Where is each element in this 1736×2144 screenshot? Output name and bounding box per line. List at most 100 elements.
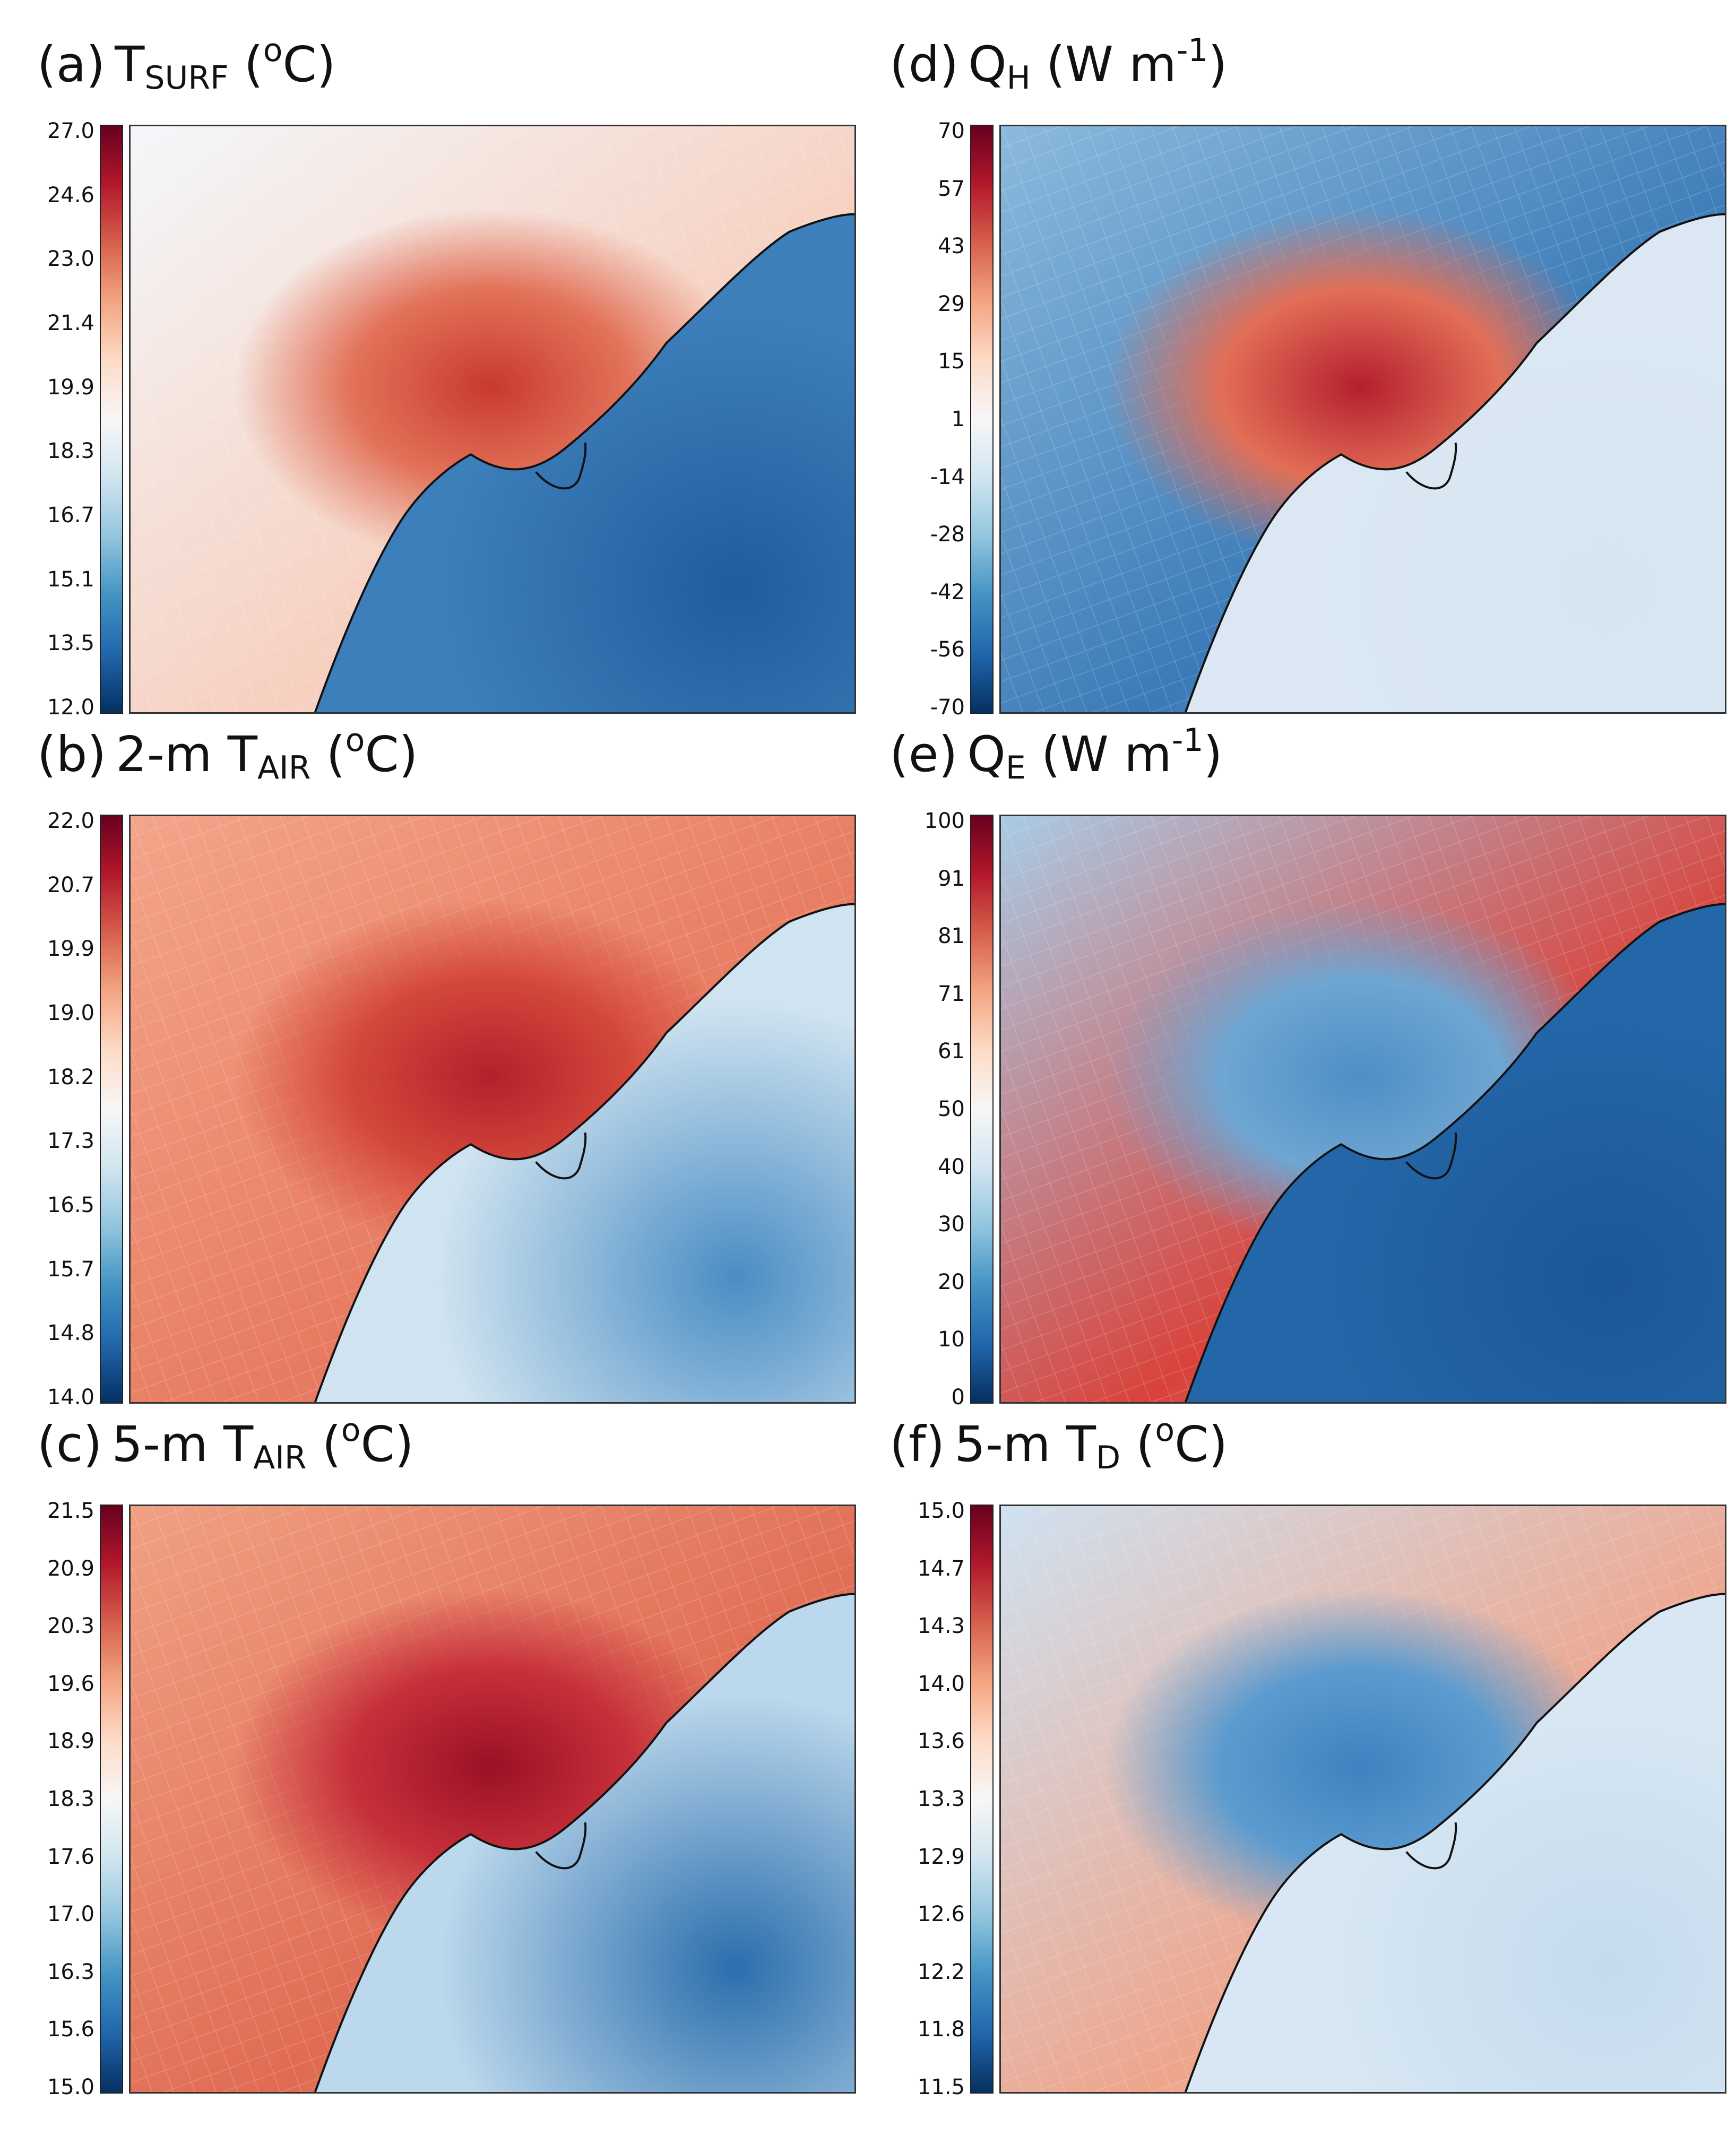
colorbar-tick-label: -42 [930,580,965,604]
toronto-islands [535,442,587,490]
colorbar-tick-label: 100 [924,809,965,833]
map-panel-b: (b) 2-m TAIR (oC) 22.0 20.7 19.9 19.0 18.2 17.… [0,711,866,1454]
lake-ontario [1185,904,1725,1402]
colorbar-tick-label: 17.3 [47,1129,94,1154]
toronto-islands [535,1132,587,1180]
colorbar-tick-label: 1 [951,407,965,431]
panel-title: (d) QH (W m-1) [889,21,1227,107]
coastline [314,213,854,712]
colorbar-tick-label: 0 [951,1385,965,1410]
map-panel-a: (a) TSURF (oC) 27.0 24.6 23.0 21.4 19.9 18.3 16… [0,21,866,764]
unit-open: ( [228,36,263,93]
colorbar-tick-label: 21.5 [47,1499,94,1523]
variable-prefix: 5-m [111,1416,223,1473]
colorbar-tick-label: 15.7 [47,1257,94,1282]
variable-prefix: 2-m [116,726,228,783]
colorbar-tick-label: 22.0 [47,809,94,833]
colorbar-ticks: 70 57 43 29 15 1 -14 -28 -42 -56 -70 [870,120,965,718]
colorbar-tick-label: 43 [938,234,965,259]
colorbar-tick-label: 12.0 [47,695,94,720]
colorbar [100,815,123,1404]
colorbar-tick-label: 20 [938,1269,965,1294]
variable-subscript: D [1095,1439,1121,1476]
colorbar-tick-label: 27.0 [47,119,94,143]
colorbar-tick-label: 14.3 [917,1614,965,1639]
colorbar-tick-label: 11.5 [917,2075,965,2099]
variable-symbol: T [227,726,257,783]
panel-letter: (a) [37,36,106,93]
colorbar-tick-label: 13.3 [917,1787,965,1811]
colorbar-tick-label: 14.0 [47,1385,94,1410]
variable-symbol: Q [968,36,1007,93]
map-image [129,815,856,1404]
colorbar [970,815,994,1404]
unit-open: (W m [1025,726,1172,783]
coastline [1184,1593,1725,2092]
lake-ontario [315,214,854,712]
unit-close: C) [365,726,418,783]
colorbar-tick-label: 61 [938,1039,965,1064]
variable-symbol: T [223,1416,254,1473]
colorbar-tick-label: 13.5 [47,631,94,656]
colorbar-tick-label: 16.7 [47,503,94,528]
colorbar-tick-label: 30 [938,1212,965,1237]
coastline [314,1593,854,2092]
colorbar-tick-label: 18.3 [47,439,94,464]
colorbar [100,125,123,714]
colorbar-tick-label: 18.2 [47,1065,94,1090]
colorbar-tick-label: 14.0 [917,1671,965,1696]
colorbar-tick-label: 71 [938,981,965,1006]
colorbar-ticks: 100 91 81 71 61 50 40 30 20 10 0 [870,810,965,1408]
variable-prefix: 5-m [954,1416,1066,1473]
variable-symbol: Q [967,726,1006,783]
map-panel-f: (f) 5-m TD (oC) 15.0 14.7 14.3 14.0 13.6 13.3 1… [870,1401,1736,2144]
unit-open: ( [1120,1416,1155,1473]
map-panel-d: (d) QH (W m-1) 70 57 43 29 15 1 -14 -28 -42 -56 -70 [870,21,1736,764]
colorbar-tick-label: 18.3 [47,1787,94,1811]
colorbar-tick-label: 29 [938,291,965,316]
lake-ontario [315,1594,854,2092]
panel-title: (b) 2-m TAIR (oC) [37,711,418,797]
unit-open: (W m [1030,36,1177,93]
map-image [999,125,1726,714]
colorbar-tick-label: 19.9 [47,375,94,400]
colorbar-tick-label: 20.3 [47,1614,94,1639]
variable-subscript: E [1005,749,1026,786]
colorbar-tick-label: 15.6 [47,2017,94,2042]
variable-subscript: AIR [253,1439,307,1476]
colorbar-tick-label: 12.2 [917,1959,965,1984]
variable-subscript: SURF [144,59,229,97]
colorbar-tick-label: 13.6 [917,1729,965,1754]
colorbar-tick-label: 16.3 [47,1959,94,1984]
unit-close: C) [1174,1416,1228,1473]
colorbar-tick-label: 81 [938,924,965,949]
toronto-islands [1405,1822,1457,1870]
colorbar-tick-label: 10 [938,1327,965,1352]
variable-symbol: T [115,36,145,93]
colorbar-tick-label: 14.7 [917,1556,965,1581]
unit-open: ( [310,726,346,783]
map-panel-c: (c) 5-m TAIR (oC) 21.5 20.9 20.3 19.6 18.9 18.… [0,1401,866,2144]
colorbar-ticks: 15.0 14.7 14.3 14.0 13.6 13.3 12.9 12.6 12.2 11.8… [870,1500,965,2098]
colorbar [970,125,994,714]
panel-title: (a) TSURF (oC) [37,21,336,107]
colorbar-tick-label: 15.0 [917,1499,965,1523]
panel-letter: (c) [37,1416,102,1473]
colorbar [970,1505,994,2094]
colorbar-tick-label: 57 [938,176,965,201]
colorbar-tick-label: 20.7 [47,872,94,897]
colorbar-tick-label: 14.8 [47,1321,94,1346]
unit-superscript: -1 [1176,32,1208,69]
unit-superscript: -1 [1171,722,1204,759]
colorbar-tick-label: -28 [930,522,965,547]
map-image [999,1505,1726,2094]
colorbar-tick-label: 19.9 [47,937,94,962]
unit-close: C) [282,36,336,93]
colorbar-tick-label: 12.6 [917,1902,965,1927]
colorbar-tick-label: 18.9 [47,1729,94,1754]
variable-subscript: AIR [257,749,311,786]
map-panel-e: (e) QE (W m-1) 100 91 81 71 61 50 40 30 20 10 0 [870,711,1736,1454]
panel-letter: (d) [889,36,959,93]
colorbar-tick-label: 40 [938,1154,965,1179]
map-image [129,125,856,714]
